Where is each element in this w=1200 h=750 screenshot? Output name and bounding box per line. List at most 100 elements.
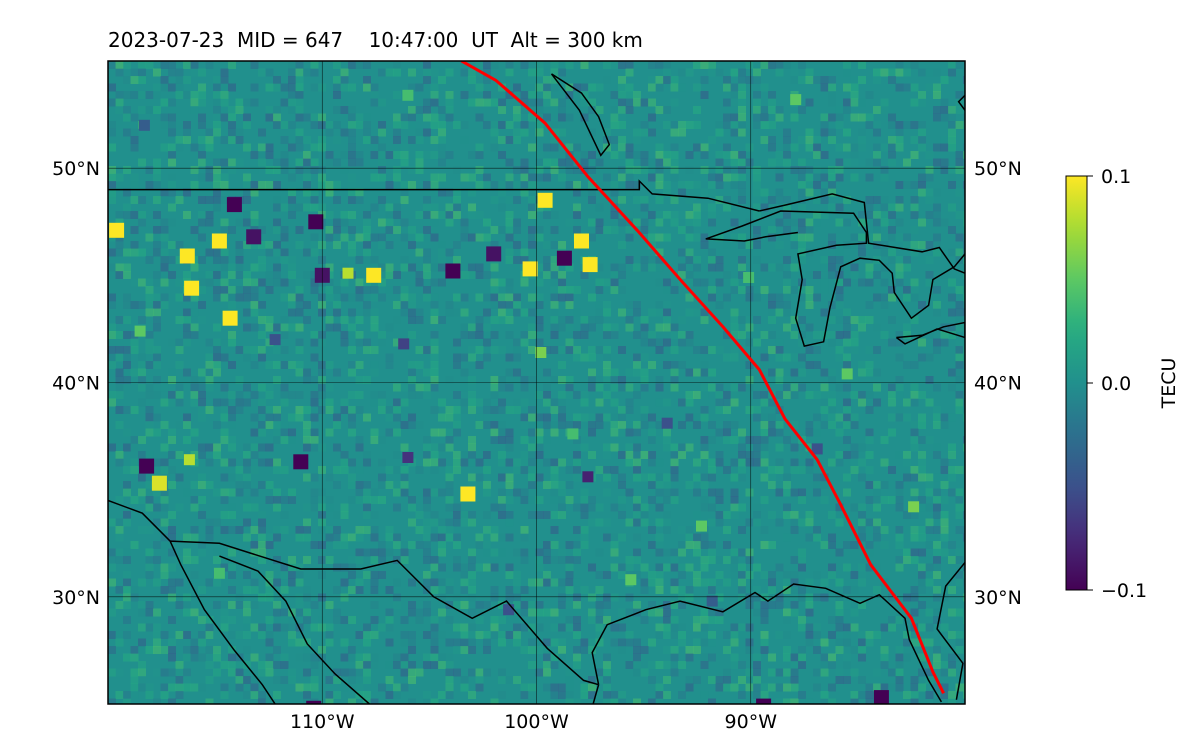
tec-cell [948, 248, 956, 257]
tec-cell [775, 683, 784, 692]
tec-cell [340, 211, 349, 219]
tec-cell [265, 113, 274, 122]
tec-cell [963, 413, 965, 422]
tec-cell [595, 638, 604, 647]
tec-cell [925, 331, 934, 339]
tec-cell [715, 391, 724, 399]
tec-cell [520, 61, 529, 69]
tec-cell [678, 316, 686, 324]
tec-cell [235, 241, 244, 249]
tec-cell [738, 571, 746, 579]
tec-cell [108, 563, 116, 572]
tec-cell [310, 353, 319, 362]
tec-cell [490, 293, 499, 302]
tec-cell [625, 83, 634, 92]
tec-cell [865, 481, 874, 489]
tec-cell [528, 623, 536, 632]
tec-cell [355, 293, 364, 302]
tec-cell [768, 541, 776, 549]
tec-cell [783, 143, 791, 152]
tec-cell [288, 106, 296, 114]
tec-cell [745, 338, 754, 347]
tec-cell [438, 691, 446, 699]
tec-cell [918, 586, 926, 594]
tec-cell [198, 406, 206, 414]
tec-cell [805, 98, 814, 107]
tec-cell [580, 151, 589, 159]
tec-cell [828, 653, 836, 662]
tec-cell [363, 653, 371, 662]
tec-cell [543, 263, 551, 272]
tec-cell [640, 451, 649, 459]
tec-cell [805, 518, 814, 527]
tec-cell [573, 286, 581, 294]
tec-cell [655, 548, 664, 557]
tec-cell [183, 556, 191, 564]
tec-cell [243, 346, 251, 354]
tec-cell [865, 91, 874, 99]
tec-cell [708, 248, 716, 257]
tec-cell [453, 256, 461, 264]
tec-cell [153, 166, 161, 174]
tec-cell [963, 698, 965, 704]
tec-cell [595, 586, 604, 594]
tec-cell [415, 383, 424, 392]
tec-cell [258, 481, 266, 489]
tec-cell [843, 488, 851, 497]
tec-cell [640, 586, 649, 594]
tec-cell [355, 578, 364, 587]
tec-cell [948, 323, 956, 332]
tec-cell [565, 496, 574, 504]
tec-cell [858, 533, 866, 542]
tec-cell [295, 533, 304, 542]
tec-cell [228, 526, 236, 534]
tec-cell [183, 61, 191, 69]
tec-cell [573, 541, 581, 549]
tec-cell [130, 68, 139, 77]
tec-cell [400, 638, 409, 647]
tec-cell [483, 631, 491, 639]
tec-cell [520, 413, 529, 422]
tec-cell [663, 211, 671, 219]
tec-cell [730, 398, 739, 407]
tec-cell [625, 316, 634, 324]
tec-cell [273, 578, 281, 587]
tec-cell [910, 548, 919, 557]
tec-cell [423, 106, 431, 114]
tec-cell [168, 511, 176, 519]
tec-cell [228, 121, 236, 129]
tec-cell [768, 98, 776, 107]
tec-anomaly [811, 443, 823, 455]
tec-cell [123, 631, 131, 639]
tec-cell [693, 533, 701, 542]
tec-cell [708, 256, 716, 264]
tec-cell [760, 541, 769, 549]
tec-cell [138, 76, 146, 84]
tec-cell [753, 226, 761, 234]
tec-cell [130, 593, 139, 602]
tec-cell [805, 188, 814, 197]
tec-cell [730, 353, 739, 362]
tec-cell [543, 256, 551, 264]
tec-cell [273, 121, 281, 129]
tec-cell [228, 136, 236, 144]
tec-cell [888, 203, 896, 212]
tec-cell [903, 451, 911, 459]
tec-cell [355, 151, 364, 159]
tec-cell [565, 323, 574, 332]
tec-cell [648, 698, 656, 704]
tec-cell [738, 233, 746, 242]
tec-cell [423, 211, 431, 219]
tec-cell [498, 151, 506, 159]
tec-cell [753, 338, 761, 347]
tec-cell [468, 398, 476, 407]
tec-anomaly [246, 229, 262, 245]
tec-cell [843, 196, 851, 204]
tec-cell [790, 316, 799, 324]
tec-cell [588, 188, 596, 197]
tec-cell [430, 346, 439, 354]
tec-cell [955, 488, 964, 497]
tec-cell [123, 76, 131, 84]
tec-cell [490, 451, 499, 459]
tec-cell [880, 436, 889, 444]
